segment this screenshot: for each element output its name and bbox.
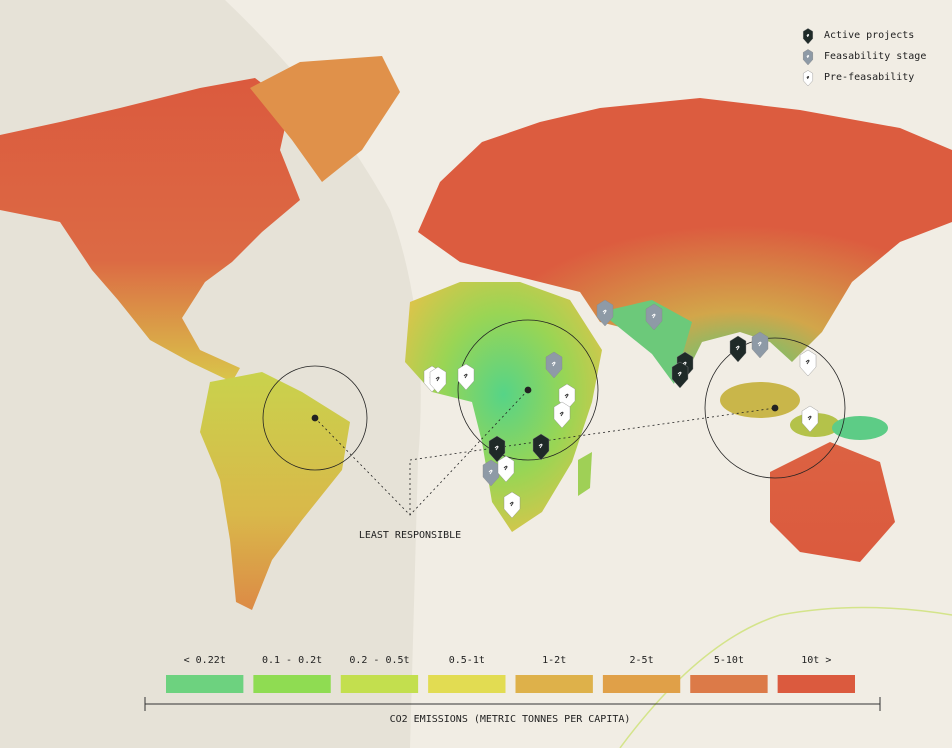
pin-icon xyxy=(551,361,556,367)
highlight-circles xyxy=(262,319,846,516)
pin-icon xyxy=(564,393,569,399)
pin-icon xyxy=(757,341,762,347)
project-markers xyxy=(423,299,819,519)
pin-icon xyxy=(805,359,810,365)
pin-icon xyxy=(806,76,810,80)
legend: Active projects Feasability stage Pre-feas… xyxy=(803,28,926,87)
scale-label: 0.5-1t xyxy=(449,655,485,666)
pin-icon xyxy=(538,443,543,449)
pin-icon xyxy=(602,309,607,315)
legend-label: Pre-feasability xyxy=(824,72,914,83)
emissions-scale: CO2 EMISSIONS (METRIC TONNES PER CAPITA)… xyxy=(144,655,881,725)
pin-icon xyxy=(494,445,499,451)
pin-icon xyxy=(735,345,740,351)
pin-icon xyxy=(488,469,493,475)
pin-icon xyxy=(677,371,682,377)
pin-icon xyxy=(435,376,440,382)
scale-label: 1-2t xyxy=(542,655,566,666)
scale-swatch xyxy=(690,675,768,693)
scale-label: 0.2 - 0.5t xyxy=(349,655,409,666)
scale-label: < 0.22t xyxy=(184,655,226,666)
pin-icon xyxy=(682,361,687,367)
land xyxy=(0,56,952,610)
scale-label: 5-10t xyxy=(714,655,744,666)
pin-icon xyxy=(807,415,812,421)
legend-label: Feasability stage xyxy=(824,51,926,62)
pin-icon xyxy=(509,501,514,507)
scale-swatch xyxy=(166,675,244,693)
scale-swatch xyxy=(340,675,419,693)
pin-icon xyxy=(651,313,656,319)
legend-label: Active projects xyxy=(824,30,914,41)
scale-label: 10t > xyxy=(801,655,831,666)
pin-icon xyxy=(463,373,468,379)
pin-icon xyxy=(806,55,810,59)
annotation: LEAST RESPONSIBLE xyxy=(359,530,461,541)
pin-icon xyxy=(806,34,810,38)
scale-swatch xyxy=(253,675,331,693)
pin-icon xyxy=(559,411,564,417)
scale-swatch xyxy=(602,675,681,693)
scale-swatch xyxy=(515,675,593,693)
scale-swatch xyxy=(428,675,506,693)
pin-icon xyxy=(503,465,508,471)
scale-label: 0.1 - 0.2t xyxy=(262,655,322,666)
scale-title: CO2 EMISSIONS (METRIC TONNES PER CAPITA) xyxy=(390,714,631,725)
scale-swatch xyxy=(777,675,855,693)
scale-label: 2-5t xyxy=(630,655,654,666)
